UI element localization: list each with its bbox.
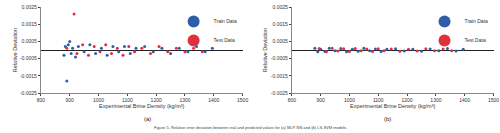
svg-text:1100: 1100 [373,97,384,103]
svg-text:-0.0015: -0.0015 [271,73,288,79]
svg-text:Experimental Brine Density (kg: Experimental Brine Density (kg/m³) [350,103,435,109]
svg-text:900: 900 [66,97,75,103]
svg-text:Relative Deviation: Relative Deviation [12,28,18,72]
svg-text:-0.0005: -0.0005 [20,55,37,61]
svg-text:1100: 1100 [122,97,133,103]
svg-text:0.0025: 0.0025 [22,4,38,10]
svg-text:900: 900 [316,97,325,103]
svg-text:0.0005: 0.0005 [273,38,289,44]
svg-text:Relative Deviation: Relative Deviation [262,28,268,72]
svg-text:800: 800 [37,97,46,103]
svg-text:800: 800 [288,97,297,103]
svg-text:1400: 1400 [208,97,219,103]
svg-text:1200: 1200 [151,97,162,103]
svg-text:0.0005: 0.0005 [22,38,38,44]
svg-text:0.0015: 0.0015 [273,21,289,27]
svg-text:-0.0025: -0.0025 [271,90,288,96]
svg-text:Figure 5. Relative error devia: Figure 5. Relative error deviation betwe… [154,125,347,130]
svg-text:1000: 1000 [93,97,104,103]
svg-text:0.0025: 0.0025 [273,4,289,10]
svg-text:-0.0005: -0.0005 [271,55,288,61]
svg-text:1500: 1500 [488,97,499,103]
svg-text:Train Data: Train Data [465,18,488,24]
svg-text:1300: 1300 [179,97,190,103]
svg-text:Test Data: Test Data [214,37,235,43]
svg-text:Experimental Brine Density (kg: Experimental Brine Density (kg/m³) [99,103,184,109]
svg-text:-0.0015: -0.0015 [20,73,37,79]
svg-text:Train Data: Train Data [214,18,237,24]
svg-text:(b): (b) [384,116,391,122]
svg-text:(a): (a) [144,116,151,122]
svg-text:1000: 1000 [344,97,355,103]
svg-text:-0.0025: -0.0025 [20,90,37,96]
svg-text:1300: 1300 [430,97,441,103]
svg-text:1200: 1200 [402,97,413,103]
svg-text:1500: 1500 [237,97,248,103]
svg-text:1400: 1400 [459,97,470,103]
svg-text:Test Data: Test Data [465,37,486,43]
svg-text:0.0015: 0.0015 [22,21,38,27]
